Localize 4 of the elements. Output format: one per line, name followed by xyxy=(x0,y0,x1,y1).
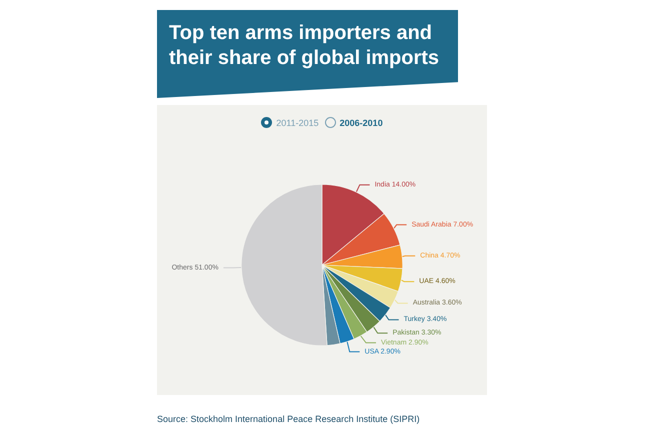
chart-title: Top ten arms importers and their share of global imports xyxy=(157,10,458,98)
source-note: Source: Stockholm International Peace Research Institute (SIPRI) xyxy=(157,414,420,424)
text: 2011-2015 xyxy=(276,118,319,128)
text: 2006-2010 xyxy=(340,118,383,128)
